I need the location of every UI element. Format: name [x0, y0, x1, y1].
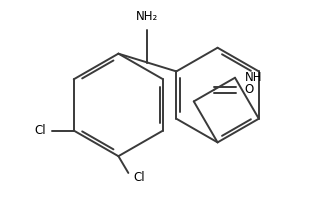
Text: NH₂: NH₂ [136, 10, 159, 23]
Text: NH: NH [245, 71, 263, 84]
Text: O: O [244, 83, 254, 96]
Text: Cl: Cl [34, 124, 46, 137]
Text: Cl: Cl [133, 171, 145, 184]
